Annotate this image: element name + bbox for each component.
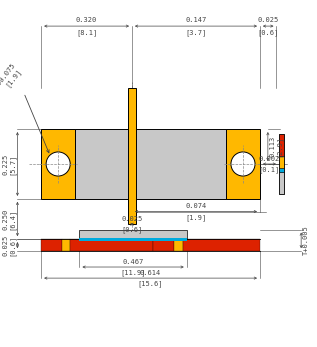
Text: 0.225
[5.7]: 0.225 [5.7] (3, 153, 16, 175)
Bar (279, 168, 284, 172)
Text: 0.614: 0.614 (140, 270, 161, 276)
Circle shape (46, 152, 70, 176)
Text: 0.074: 0.074 (185, 203, 207, 209)
Text: 0.250
[6.4]: 0.250 [6.4] (3, 208, 16, 230)
Text: 0.113
[2.9]: 0.113 [2.9] (269, 136, 283, 157)
Text: Ø0.075
[1.9]: Ø0.075 [1.9] (0, 63, 22, 91)
Bar (127, 88, 136, 224)
Bar (183, 239, 260, 251)
Text: 0.320: 0.320 (76, 17, 97, 23)
Bar (279, 134, 284, 155)
Text: [11.9]: [11.9] (120, 269, 146, 276)
Bar (279, 155, 284, 168)
Text: [8.1]: [8.1] (76, 29, 97, 36)
Bar (80, 238, 187, 241)
Bar (41, 239, 62, 251)
Text: 0.025: 0.025 (121, 216, 143, 222)
Text: [0.6]: [0.6] (121, 227, 143, 233)
Text: 0.147: 0.147 (185, 17, 207, 23)
Bar (70, 239, 153, 251)
Bar (153, 239, 174, 251)
Text: 0.025: 0.025 (257, 17, 279, 23)
Bar (279, 172, 284, 194)
Text: [0.1]: [0.1] (259, 166, 280, 173)
Bar (41, 129, 75, 199)
Text: [3.7]: [3.7] (185, 29, 207, 36)
Bar (226, 129, 260, 199)
Text: [1.9]: [1.9] (185, 214, 207, 220)
Bar (75, 129, 226, 199)
Bar (62, 239, 70, 251)
Bar (174, 239, 183, 251)
Text: 0.467: 0.467 (122, 259, 144, 265)
Circle shape (231, 152, 255, 176)
Text: [0.6]: [0.6] (257, 29, 279, 36)
Text: T+0.005: T+0.005 (303, 226, 309, 255)
Text: 0.002: 0.002 (259, 156, 280, 162)
Bar (279, 134, 284, 194)
Text: [15.6]: [15.6] (138, 280, 163, 287)
Bar (80, 230, 187, 239)
Text: 0.025
[0.6]: 0.025 [0.6] (3, 235, 16, 256)
